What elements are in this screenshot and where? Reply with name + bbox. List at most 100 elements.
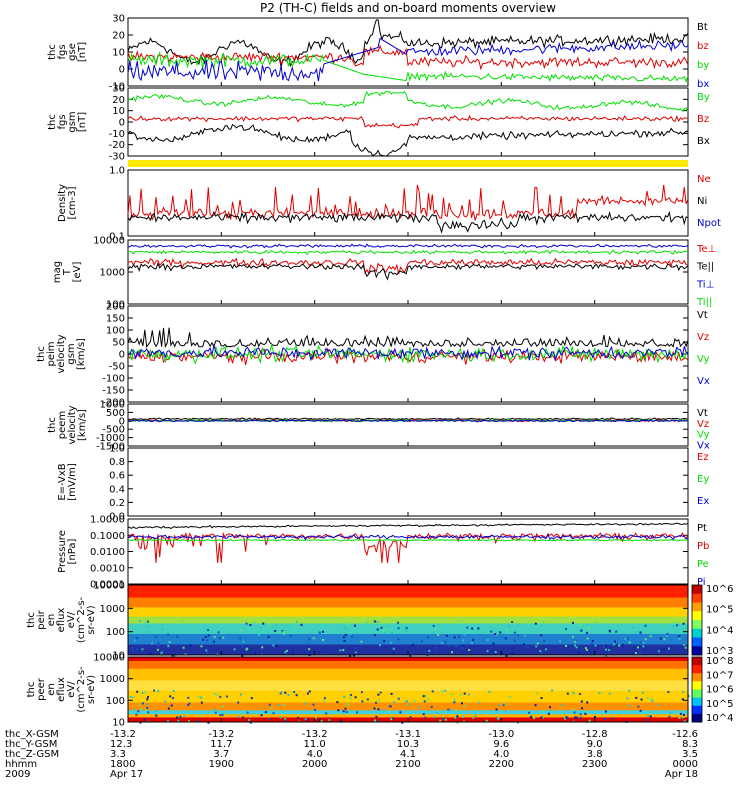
heatmap-cell [323,700,326,703]
heatmap-cell [346,704,349,707]
y-tick-label: 10000 [93,653,125,664]
heatmap-cell [513,639,516,642]
heatmap-cell [397,697,400,700]
heatmap-cell [681,698,684,701]
heatmap-cell [377,693,380,696]
quality-bar [128,160,688,167]
heatmap-cell [668,647,671,650]
heatmap-cell [413,699,416,702]
x-row-value: 10.3 [397,739,419,750]
heatmap-cell [282,630,285,633]
heatmap-cell [361,700,364,703]
heatmap-cell [161,623,164,626]
heatmap-band [128,597,688,608]
y-tick-label: 1.0 [109,166,125,177]
heatmap-cell [160,651,163,654]
heatmap-cell [580,629,583,632]
legend-Pt: Pt [697,523,707,534]
y-axis-label: en [46,614,57,627]
heatmap-cell [173,654,176,657]
legend-Vz: Vz [697,332,709,343]
heatmap-cell [354,646,357,649]
x-row-value: 12.3 [110,739,132,750]
heatmap-cell [418,706,421,709]
y-tick-label: 1.0000 [90,515,125,526]
heatmap-cell [304,702,307,705]
heatmap-cell [283,632,286,635]
heatmap-cell [444,689,447,692]
heatmap-cell [253,621,256,624]
heatmap-cell [346,702,349,705]
colorbar-segment [692,637,702,647]
y-axis-label: [km/s] [77,409,88,441]
heatmap-cell [135,637,138,640]
heatmap-cell [594,716,597,719]
heatmap-cell [366,621,369,624]
heatmap-cell [260,714,263,717]
heatmap-cell [133,639,136,642]
heatmap-cell [463,692,466,695]
y-tick-label: 0.2 [109,498,125,509]
heatmap-cell [423,700,426,703]
heatmap-cell [169,695,172,698]
series-line-Pe [128,538,689,542]
heatmap-cell [459,693,462,696]
heatmap-cell [540,716,543,719]
heatmap-cell [539,650,542,653]
heatmap-cell [206,652,209,655]
heatmap-cell [375,715,378,718]
legend-Te||: Te|| [696,262,714,273]
heatmap-cell [578,692,581,695]
heatmap-cell [658,703,661,706]
y-tick-label: 100 [106,696,125,707]
y-tick-label: 10 [112,718,125,729]
heatmap-cell [462,714,465,717]
y-tick-label: 0.8 [109,457,125,468]
heatmap-cell [373,707,376,710]
heatmap-cell [426,698,429,701]
colorbar-segment [692,585,702,595]
heatmap-cell [651,700,654,703]
heatmap-cell [167,633,170,636]
heatmap-cell [275,624,278,627]
heatmap-cell [308,648,311,651]
heatmap-cell [646,697,649,700]
heatmap-cell [448,644,451,647]
x-row-value: 3.8 [587,749,603,760]
heatmap-cell [348,622,351,625]
y-axis-label: eV/ [66,611,77,628]
colorbar-tick: 10^4 [706,625,733,636]
heatmap-cell [491,713,494,716]
heatmap-cell [216,693,219,696]
heatmap-cell [513,631,516,634]
heatmap-cell [199,714,202,717]
heatmap-cell [485,719,488,722]
heatmap-cell [579,713,582,716]
heatmap-cell [505,710,508,713]
heatmap-cell [608,692,611,695]
heatmap-cell [471,627,474,630]
heatmap-cell [293,691,296,694]
colorbar-segment [692,620,702,630]
heatmap-cell [494,651,497,654]
heatmap-cell [523,643,526,646]
heatmap-cell [439,719,442,722]
heatmap-cell [575,646,578,649]
heatmap-cell [295,694,298,697]
heatmap-cell [649,635,652,638]
heatmap-cell [280,691,283,694]
y-axis-label: eflux [56,677,67,702]
heatmap-cell [221,705,224,708]
heatmap-cell [682,716,685,719]
heatmap-cell [141,691,144,694]
heatmap-cell [575,716,578,719]
heatmap-cell [379,691,382,694]
heatmap-cell [397,621,400,624]
y-axis-label: gsm [66,343,77,364]
heatmap-cell [217,631,220,634]
y-axis-label: velocity [56,334,67,373]
heatmap-cell [245,622,248,625]
